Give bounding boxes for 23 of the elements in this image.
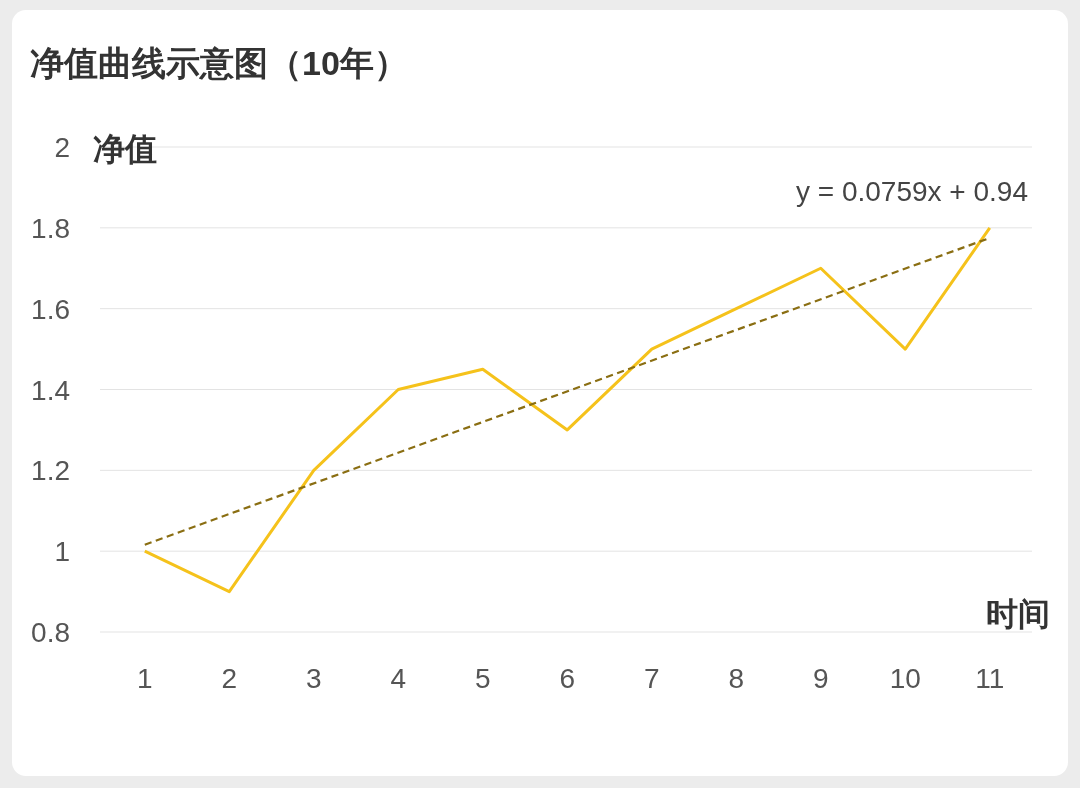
x-tick-label: 8: [728, 663, 745, 694]
x-tick-label: 7: [643, 663, 660, 694]
y-axis-title: 净值: [93, 131, 157, 167]
line-series: [143, 226, 992, 594]
y-tick-label: 1.8: [31, 212, 70, 244]
annotation: y = 0.0759x + 0.94: [796, 176, 1028, 207]
x-tick-label: 5: [474, 663, 491, 694]
x-tick-label: 9: [812, 663, 829, 694]
x-tick-label: 1: [136, 663, 153, 694]
y-tick-label: 1: [54, 536, 70, 568]
x-tick-label: 10: [889, 663, 921, 694]
y-tick-label: 2: [54, 132, 70, 163]
y-tick-label: 1.6: [31, 293, 70, 325]
x-tick-label: 2: [221, 663, 238, 694]
x-tick-label: 6: [559, 663, 576, 694]
x-axis-title: 时间: [986, 596, 1050, 632]
y-tick-label: 0.8: [31, 617, 70, 648]
x-tick-label: 11: [975, 663, 1005, 694]
chart-title: 净值曲线示意图（10年）: [30, 44, 408, 82]
y-tick-label: 1.4: [31, 374, 70, 406]
y-tick-label: 1.2: [31, 455, 70, 487]
x-tick-label: 3: [305, 663, 322, 694]
x-tick-label: 4: [390, 663, 407, 694]
